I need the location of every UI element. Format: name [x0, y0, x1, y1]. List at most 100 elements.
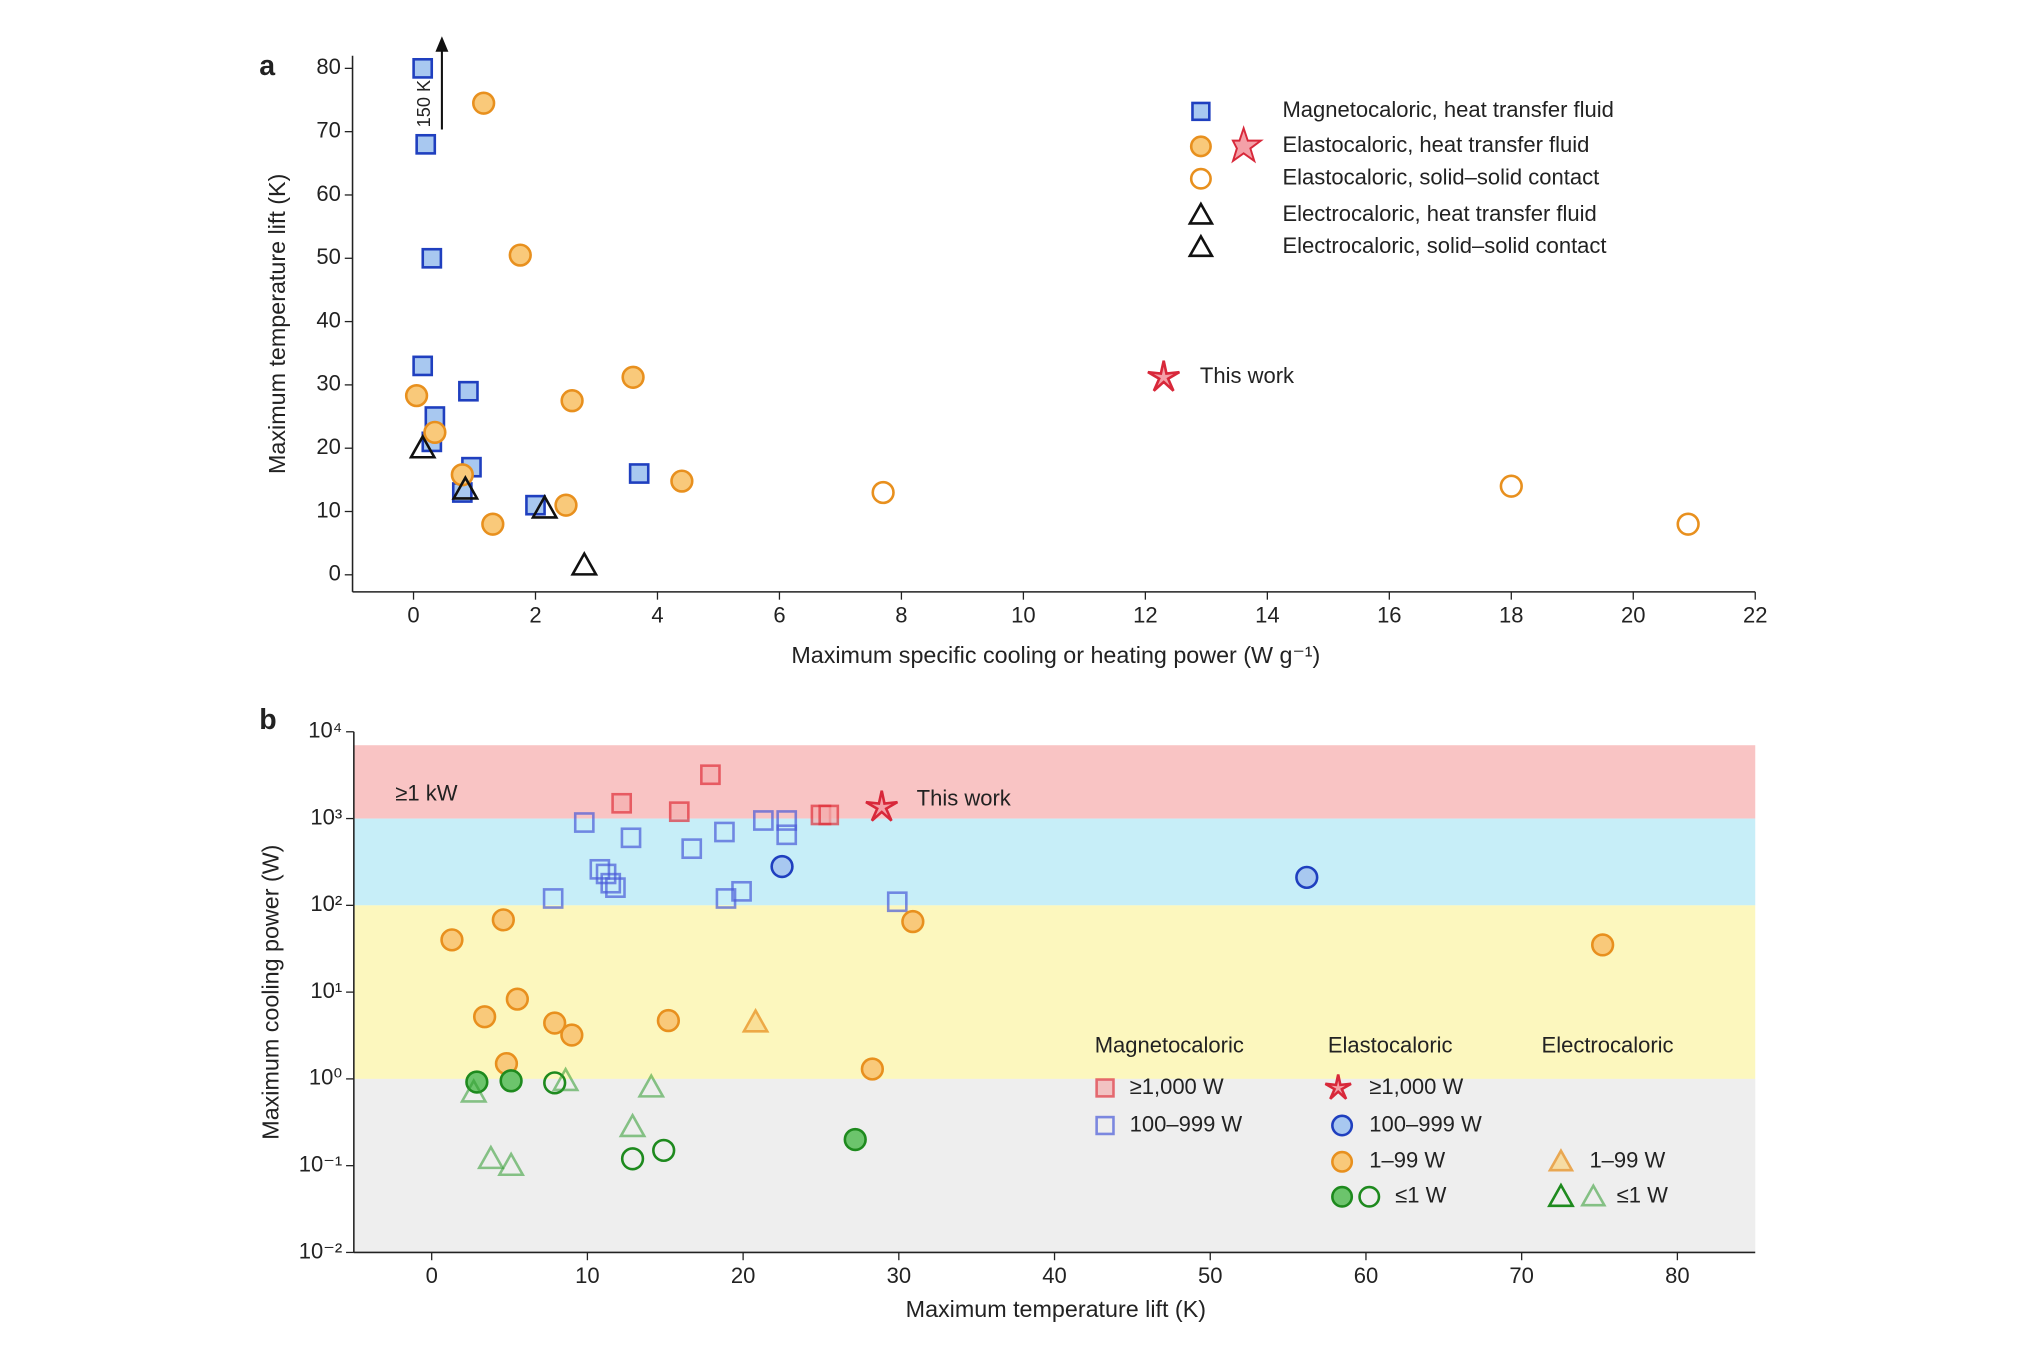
point	[656, 1008, 681, 1033]
point	[508, 243, 532, 267]
y-tick-label: 20	[316, 434, 340, 459]
point	[843, 1127, 867, 1152]
arrow-head	[435, 36, 449, 52]
band	[353, 818, 1756, 906]
legend-label: ≥1,000 W	[1130, 1074, 1224, 1099]
x-tick-label: 10	[575, 1263, 599, 1288]
point	[620, 827, 642, 849]
y-axis-label: Maximum cooling power (W)	[257, 845, 283, 1140]
band	[353, 1078, 1756, 1253]
legend-label: ≤1 W	[1395, 1183, 1446, 1208]
point	[886, 891, 908, 913]
y-tick-label: 10¹	[310, 978, 342, 1003]
legend-label: Elastocaloric, solid–solid contact	[1282, 165, 1599, 190]
x-tick-label: 22	[1743, 602, 1767, 627]
point	[542, 888, 564, 909]
point-label: This work	[1200, 363, 1295, 388]
legend-header: Magnetocaloric	[1095, 1032, 1244, 1057]
point	[412, 355, 434, 377]
point	[560, 389, 584, 413]
point	[530, 494, 559, 519]
point	[637, 1073, 666, 1098]
arrow-label: 150 K	[414, 80, 434, 127]
x-tick-label: 50	[1198, 1263, 1222, 1288]
x-tick-label: 16	[1377, 602, 1401, 627]
point	[865, 790, 899, 822]
y-axis-label: Maximum temperature lift (K)	[264, 174, 290, 474]
y-tick-label: 10	[316, 497, 340, 522]
point	[611, 792, 633, 814]
point	[860, 1057, 885, 1081]
point	[472, 91, 496, 115]
x-tick-label: 20	[1621, 602, 1645, 627]
point	[1499, 474, 1523, 498]
legend-label: Magnetocaloric, heat transfer fluid	[1282, 97, 1613, 122]
point	[589, 858, 611, 880]
band	[353, 905, 1756, 1079]
legend-label: 1–99 W	[1589, 1148, 1665, 1173]
point	[776, 824, 798, 846]
point	[459, 1078, 488, 1103]
y-tick-label: 70	[316, 117, 340, 142]
point	[731, 880, 752, 902]
point	[404, 383, 429, 408]
x-tick-label: 0	[426, 1263, 438, 1288]
point	[440, 928, 464, 952]
x-tick-label: 4	[651, 602, 663, 627]
point	[451, 475, 480, 500]
point	[458, 380, 479, 402]
point	[554, 493, 578, 517]
point	[605, 877, 626, 898]
x-tick-label: 8	[895, 602, 907, 627]
x-tick-label: 18	[1499, 602, 1523, 627]
point	[776, 810, 798, 831]
legend-marker	[1187, 233, 1215, 258]
legend-marker	[1331, 1150, 1354, 1173]
point	[481, 512, 505, 536]
point	[1590, 933, 1615, 957]
band-label: ≥1 kW	[395, 781, 457, 806]
point	[670, 469, 694, 493]
legend-marker	[1191, 101, 1211, 122]
point	[668, 801, 690, 823]
legend-label: 1–99 W	[1369, 1148, 1445, 1173]
legend-label: 100–999 W	[1369, 1111, 1482, 1136]
y-tick-label: 10⁰	[309, 1065, 342, 1090]
point	[752, 810, 774, 831]
point	[505, 987, 529, 1011]
point	[499, 1069, 523, 1093]
y-tick-label: 10³	[310, 804, 342, 829]
point	[497, 1151, 525, 1177]
legend-marker	[1189, 167, 1212, 190]
point	[681, 838, 703, 860]
x-axis-label: Maximum specific cooling or heating powe…	[791, 642, 1320, 668]
legend-star	[1231, 125, 1264, 164]
x-tick-label: 0	[407, 602, 419, 627]
point	[618, 1112, 647, 1138]
legend-marker	[1324, 1074, 1352, 1100]
point	[412, 57, 434, 79]
legend-marker	[1580, 1183, 1607, 1207]
legend-marker	[1331, 1185, 1354, 1208]
x-tick-label: 6	[773, 602, 785, 627]
point	[770, 854, 794, 879]
point	[628, 463, 650, 484]
point	[421, 247, 443, 269]
legend-label: ≥1,000 W	[1369, 1074, 1463, 1099]
point	[560, 1023, 584, 1047]
point	[543, 1071, 567, 1095]
plots: 0 2 4 6 8 10 12 14 16 18 20 22 0 10 20 30 40 50 60 70 80 Magn…	[299, 54, 1768, 1288]
legend-marker	[1095, 1115, 1115, 1136]
legend-marker	[1095, 1078, 1115, 1098]
band	[353, 745, 1756, 819]
legend-marker	[1331, 1114, 1354, 1137]
legend-header: Electrocaloric	[1542, 1032, 1674, 1057]
y-tick-label: 80	[316, 54, 340, 79]
x-tick-label: 12	[1133, 602, 1157, 627]
y-tick-label: 10⁻²	[299, 1238, 342, 1263]
point	[570, 551, 599, 576]
x-tick-label: 80	[1665, 1263, 1689, 1288]
y-tick-label: 50	[316, 244, 340, 269]
legend-label: Elastocaloric, heat transfer fluid	[1282, 132, 1589, 157]
